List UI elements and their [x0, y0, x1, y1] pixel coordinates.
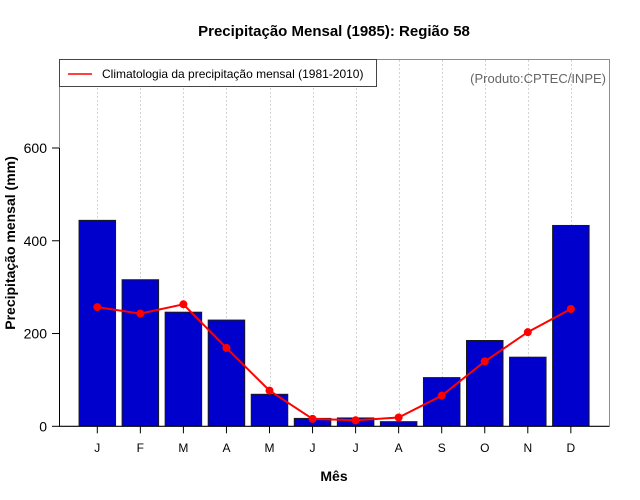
climatology-point-10 [523, 328, 532, 337]
x-tick-label: M [178, 441, 188, 455]
x-axis-label: Mês [320, 468, 347, 484]
climatology-point-8 [437, 391, 446, 400]
x-tick-label: A [395, 441, 403, 455]
bar-9 [466, 339, 504, 427]
y-axis-label: Precipitação mensal (mm) [2, 156, 18, 330]
climatology-point-3 [222, 343, 231, 352]
legend-box [59, 59, 377, 87]
bar-10 [509, 356, 547, 427]
y-axis: 0 200 400 600 [24, 140, 60, 434]
y-tick-label: 0 [39, 418, 47, 434]
product-credit: (Produto:CPTEC/INPE) [470, 71, 606, 86]
x-tick-label: M [265, 441, 275, 455]
climatology-point-2 [179, 300, 188, 309]
bar-2 [164, 311, 203, 427]
climatology-point-4 [265, 386, 274, 395]
y-tick-label: 200 [24, 326, 48, 342]
climatology-point-7 [394, 413, 403, 422]
climatology-point-1 [136, 309, 145, 318]
y-tick-label: 400 [24, 233, 48, 249]
climatology-point-5 [308, 414, 317, 423]
bars [78, 219, 590, 427]
climatology-point-9 [480, 357, 489, 366]
climatology-series [93, 300, 575, 425]
x-tick-label: J [310, 441, 316, 455]
chart-title: Precipitação Mensal (1985): Região 58 [198, 23, 470, 40]
x-tick-label: N [523, 441, 532, 455]
climatology-point-0 [93, 303, 102, 312]
bar-7 [379, 421, 418, 427]
x-tick-label: J [94, 441, 100, 455]
bar-1 [121, 279, 160, 427]
legend: Climatologia da precipitação mensal (198… [59, 59, 377, 87]
climatology-point-6 [351, 416, 360, 425]
legend-entry-climatology: Climatologia da precipitação mensal (198… [102, 67, 363, 81]
x-tick-label: F [137, 441, 144, 455]
x-tick-label: J [353, 441, 359, 455]
bar-0 [78, 219, 117, 427]
climatology-line [97, 303, 572, 422]
x-tick-label: A [222, 441, 230, 455]
bar-3 [207, 319, 246, 427]
bar-11 [552, 224, 590, 427]
x-tick-label: O [480, 441, 489, 455]
x-tick-label: D [567, 441, 576, 455]
climatology-point-11 [566, 304, 575, 313]
x-tick-label: S [438, 441, 446, 455]
y-tick-label: 600 [24, 140, 48, 156]
